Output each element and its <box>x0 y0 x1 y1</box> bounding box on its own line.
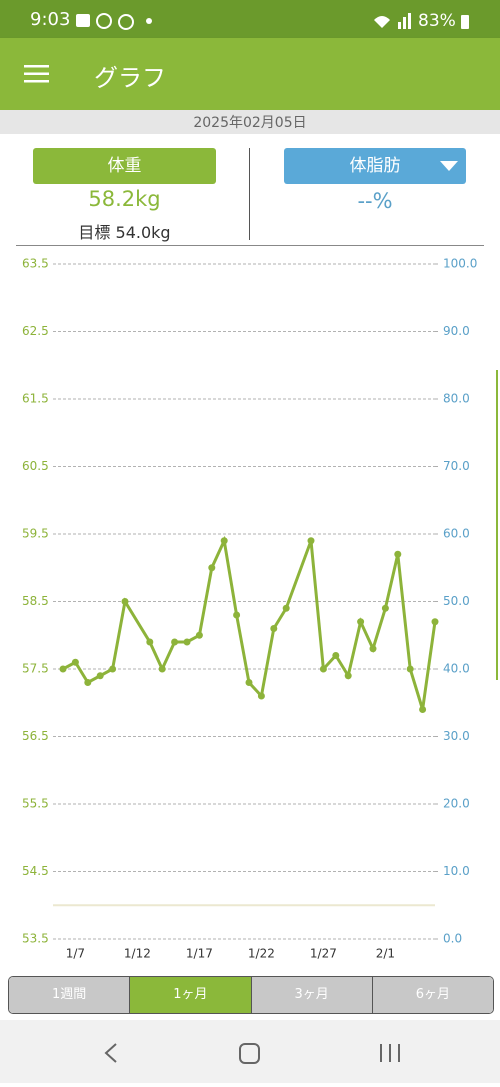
data-point <box>319 665 327 673</box>
y2-tick-label: 30.0 <box>443 729 470 743</box>
recents-button[interactable] <box>380 1044 400 1062</box>
data-point <box>394 550 402 558</box>
y-tick-label: 58.5 <box>22 594 49 608</box>
data-point <box>344 672 352 680</box>
x-tick-label: 2/1 <box>376 947 395 961</box>
x-tick-label: 1/22 <box>248 947 275 961</box>
y-tick-label: 54.5 <box>22 864 49 878</box>
data-point <box>96 672 104 680</box>
data-point <box>282 604 290 612</box>
data-point <box>332 652 340 659</box>
y2-tick-label: 100.0 <box>443 257 477 271</box>
data-point <box>307 537 315 545</box>
data-point <box>257 692 265 700</box>
y-tick-label: 62.5 <box>22 324 49 338</box>
data-point <box>233 611 241 619</box>
x-tick-label: 1/7 <box>66 947 85 961</box>
y-tick-label: 56.5 <box>22 729 49 743</box>
y2-tick-label: 90.0 <box>443 324 470 338</box>
navigation-bar <box>0 1020 500 1083</box>
y-tick-label: 60.5 <box>22 459 49 473</box>
period-tab[interactable]: 6ヶ月 <box>371 977 493 1013</box>
weight-button[interactable]: 体重 <box>33 148 216 184</box>
data-point <box>109 665 117 673</box>
chart: 53.5 54.5 55.5 56.5 57.5 58.5 59.5 60.5 61.5 62.5… <box>22 257 477 961</box>
data-point <box>381 604 389 612</box>
y-tick-label: 53.5 <box>22 932 49 946</box>
data-point <box>419 706 427 713</box>
y-tick-label: 55.5 <box>22 797 49 811</box>
y-tick-label: 61.5 <box>22 392 49 406</box>
weight-value: 58.2kg <box>88 187 161 211</box>
chart-divider <box>16 245 484 246</box>
period-tab[interactable]: 1ヶ月 <box>129 977 251 1013</box>
y-tick-label: 59.5 <box>22 527 49 541</box>
y-tick-label: 57.5 <box>22 662 49 676</box>
data-point <box>171 638 179 646</box>
back-button[interactable] <box>104 1043 117 1063</box>
data-point <box>121 598 129 605</box>
x-tick-label: 1/27 <box>310 947 337 961</box>
data-point <box>357 618 365 626</box>
weight-goal: 目標 54.0kg <box>78 223 171 242</box>
y2-tick-label: 40.0 <box>443 662 470 676</box>
data-point <box>158 665 166 673</box>
card-divider <box>249 148 250 240</box>
y2-tick-label: 80.0 <box>443 392 470 406</box>
fat-button[interactable]: 体脂肪 <box>284 148 466 184</box>
y2-tick-label: 50.0 <box>443 594 470 608</box>
date-label: 2025年02月05日 <box>0 110 500 134</box>
data-point <box>84 679 92 686</box>
data-point <box>406 665 414 673</box>
y2-tick-label: 70.0 <box>443 459 470 473</box>
data-point <box>220 537 228 545</box>
data-point <box>183 638 191 646</box>
scroll-indicator <box>496 370 498 680</box>
data-point <box>59 665 67 673</box>
period-tabs: 1週間 1ヶ月 3ヶ月 6ヶ月 <box>8 976 494 1014</box>
app-bar: グラフ <box>0 38 500 110</box>
app-title: グラフ <box>94 64 166 92</box>
status-bar: 9:03 83% <box>0 0 500 38</box>
data-point <box>208 564 216 572</box>
fat-button-label: 体脂肪 <box>349 156 401 176</box>
battery-icon <box>461 15 469 29</box>
y2-tick-label: 0.0 <box>443 932 462 946</box>
data-point <box>195 631 203 639</box>
data-point <box>431 618 439 626</box>
fat-value: --% <box>357 189 393 213</box>
y-tick-label: 63.5 <box>22 257 49 271</box>
signal-icons <box>374 13 411 29</box>
period-tab[interactable]: 1週間 <box>9 977 130 1013</box>
clock: 9:03 <box>30 9 71 30</box>
x-tick-label: 1/17 <box>186 947 213 961</box>
x-tick-label: 1/12 <box>124 947 151 961</box>
y2-tick-label: 10.0 <box>443 864 470 878</box>
status-icons <box>76 13 152 30</box>
data-point <box>71 658 79 666</box>
y2-tick-label: 60.0 <box>443 527 470 541</box>
y2-tick-label: 20.0 <box>443 797 470 811</box>
data-point <box>369 645 377 653</box>
data-point <box>270 625 278 632</box>
period-tab[interactable]: 3ヶ月 <box>250 977 372 1013</box>
data-point <box>146 638 154 646</box>
battery-level: 83% <box>418 11 456 31</box>
data-point <box>245 679 253 686</box>
menu-button[interactable] <box>24 64 50 84</box>
dropdown-arrow <box>440 161 458 171</box>
home-button[interactable] <box>239 1043 260 1064</box>
nav-buttons <box>104 1043 400 1064</box>
